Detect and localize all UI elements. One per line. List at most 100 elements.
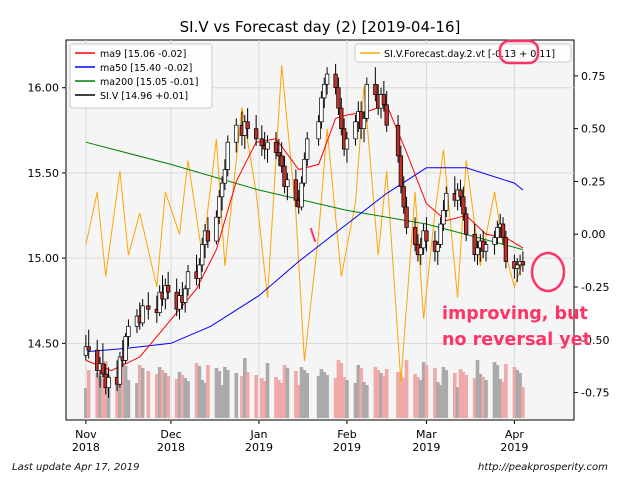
price-candles: [83, 63, 526, 398]
volume-bar: [484, 380, 488, 418]
volume-bar: [277, 380, 281, 418]
volume-bar: [118, 381, 122, 418]
volume-bar: [458, 369, 463, 418]
candle-body: [395, 124, 401, 157]
x-tick-label-year: 2019: [412, 441, 440, 454]
candle-body: [200, 244, 205, 266]
candle-body: [302, 158, 307, 184]
volume-bar: [444, 370, 449, 418]
volume-bars: [84, 358, 525, 418]
volume-bar: [504, 364, 508, 418]
candle-body: [324, 73, 330, 85]
candle-body: [299, 182, 304, 208]
candle-body: [126, 325, 131, 337]
candle-body: [438, 223, 443, 245]
y-right-tick-label: 0.50: [581, 123, 606, 136]
candle-body: [464, 213, 469, 235]
candle-body: [412, 227, 418, 245]
volume-bar: [396, 372, 400, 418]
volume-bar: [274, 377, 278, 418]
candle-body: [333, 73, 338, 89]
volume-bar: [515, 370, 520, 418]
x-tick-label-year: 2018: [72, 441, 100, 454]
chart-title: SI.V vs Forecast day (2) [2019-04-16]: [180, 18, 461, 36]
candle-body: [435, 244, 440, 252]
volume-bar: [365, 385, 369, 418]
volume-bar: [115, 378, 119, 418]
volume-bar: [225, 370, 230, 418]
annotation-text: improving, but: [442, 304, 588, 324]
volume-bar: [183, 378, 187, 418]
legend-label: ma9 [15.06 -0.02]: [100, 49, 186, 60]
y-left-tick-label: 16.00: [28, 82, 60, 95]
footer-last-update: Last update Apr 17, 2019: [12, 462, 140, 473]
volume-bar: [203, 383, 207, 418]
volume-bar: [316, 376, 321, 418]
candle-body: [140, 305, 145, 324]
candle-body: [319, 97, 324, 123]
volume-bar: [160, 370, 165, 418]
candle-body: [339, 107, 344, 129]
legend-left: ma9 [15.06 -0.02] ma50 [15.40 -0.02] ma200…: [69, 43, 213, 109]
volume-bar: [245, 372, 250, 418]
volume-bar: [285, 368, 290, 418]
volume-bar: [438, 385, 443, 418]
y-right-tick-label: 0.75: [581, 70, 606, 83]
volume-bar: [435, 382, 440, 418]
candle-body: [273, 141, 279, 153]
volume-bar: [359, 368, 363, 418]
candle-body: [344, 138, 350, 150]
candle-body: [444, 193, 449, 211]
volume-bar: [481, 377, 485, 418]
x-tick-label-month: Mar: [416, 428, 437, 441]
candle-body: [86, 346, 91, 351]
volume-bar: [220, 385, 224, 418]
volume-bar: [294, 371, 298, 418]
volume-bar: [296, 385, 301, 418]
candle-body: [279, 155, 284, 167]
candle-body: [117, 356, 123, 385]
y-right-tick-label: 0.25: [581, 175, 606, 188]
candle-body: [401, 186, 406, 208]
volume-bar: [302, 370, 307, 418]
volume-bar: [200, 380, 205, 418]
volume-bar: [240, 376, 244, 418]
candle-body: [373, 83, 378, 95]
candle-body: [404, 206, 409, 228]
y-right-tick-label: -0.25: [581, 281, 609, 294]
candle-body: [503, 237, 509, 262]
annotation: improving, but no reversal yet: [310, 228, 591, 350]
candle-body: [353, 121, 358, 140]
volume-bar: [518, 373, 522, 418]
candle-body: [217, 196, 222, 218]
candle-body: [398, 155, 404, 187]
volume-bar: [472, 378, 477, 418]
candle-body: [381, 94, 387, 106]
volume-bar: [501, 382, 505, 418]
y-right-tick-label: -0.50: [581, 334, 609, 347]
volume-bar: [146, 371, 151, 418]
volume-bar: [163, 373, 168, 418]
candle-body: [259, 138, 264, 147]
volume-bar: [177, 372, 182, 418]
volume-bar: [234, 373, 239, 418]
annotation-text: no reversal yet: [442, 330, 591, 350]
candle-body: [123, 336, 128, 361]
candle-body: [219, 182, 225, 198]
volume-bar: [135, 383, 139, 418]
volume-bar: [217, 371, 222, 418]
volume-bar: [424, 365, 429, 418]
volume-bar: [455, 387, 460, 418]
volume-bar: [401, 378, 406, 418]
volume-bar: [421, 362, 426, 418]
candle-body: [361, 118, 367, 129]
ma50-line: [85, 167, 524, 353]
volume-bar: [336, 360, 341, 418]
axes: 14.50 15.00 15.50 16.00 -0.75 -0.50 -0.25 0.00 0…: [28, 70, 610, 454]
candle-body: [458, 189, 463, 198]
candle-body: [95, 349, 100, 371]
x-tick-label-year: 2019: [245, 441, 273, 454]
candle-body: [336, 87, 341, 109]
candle-body: [461, 196, 466, 215]
volume-bar: [498, 379, 503, 418]
